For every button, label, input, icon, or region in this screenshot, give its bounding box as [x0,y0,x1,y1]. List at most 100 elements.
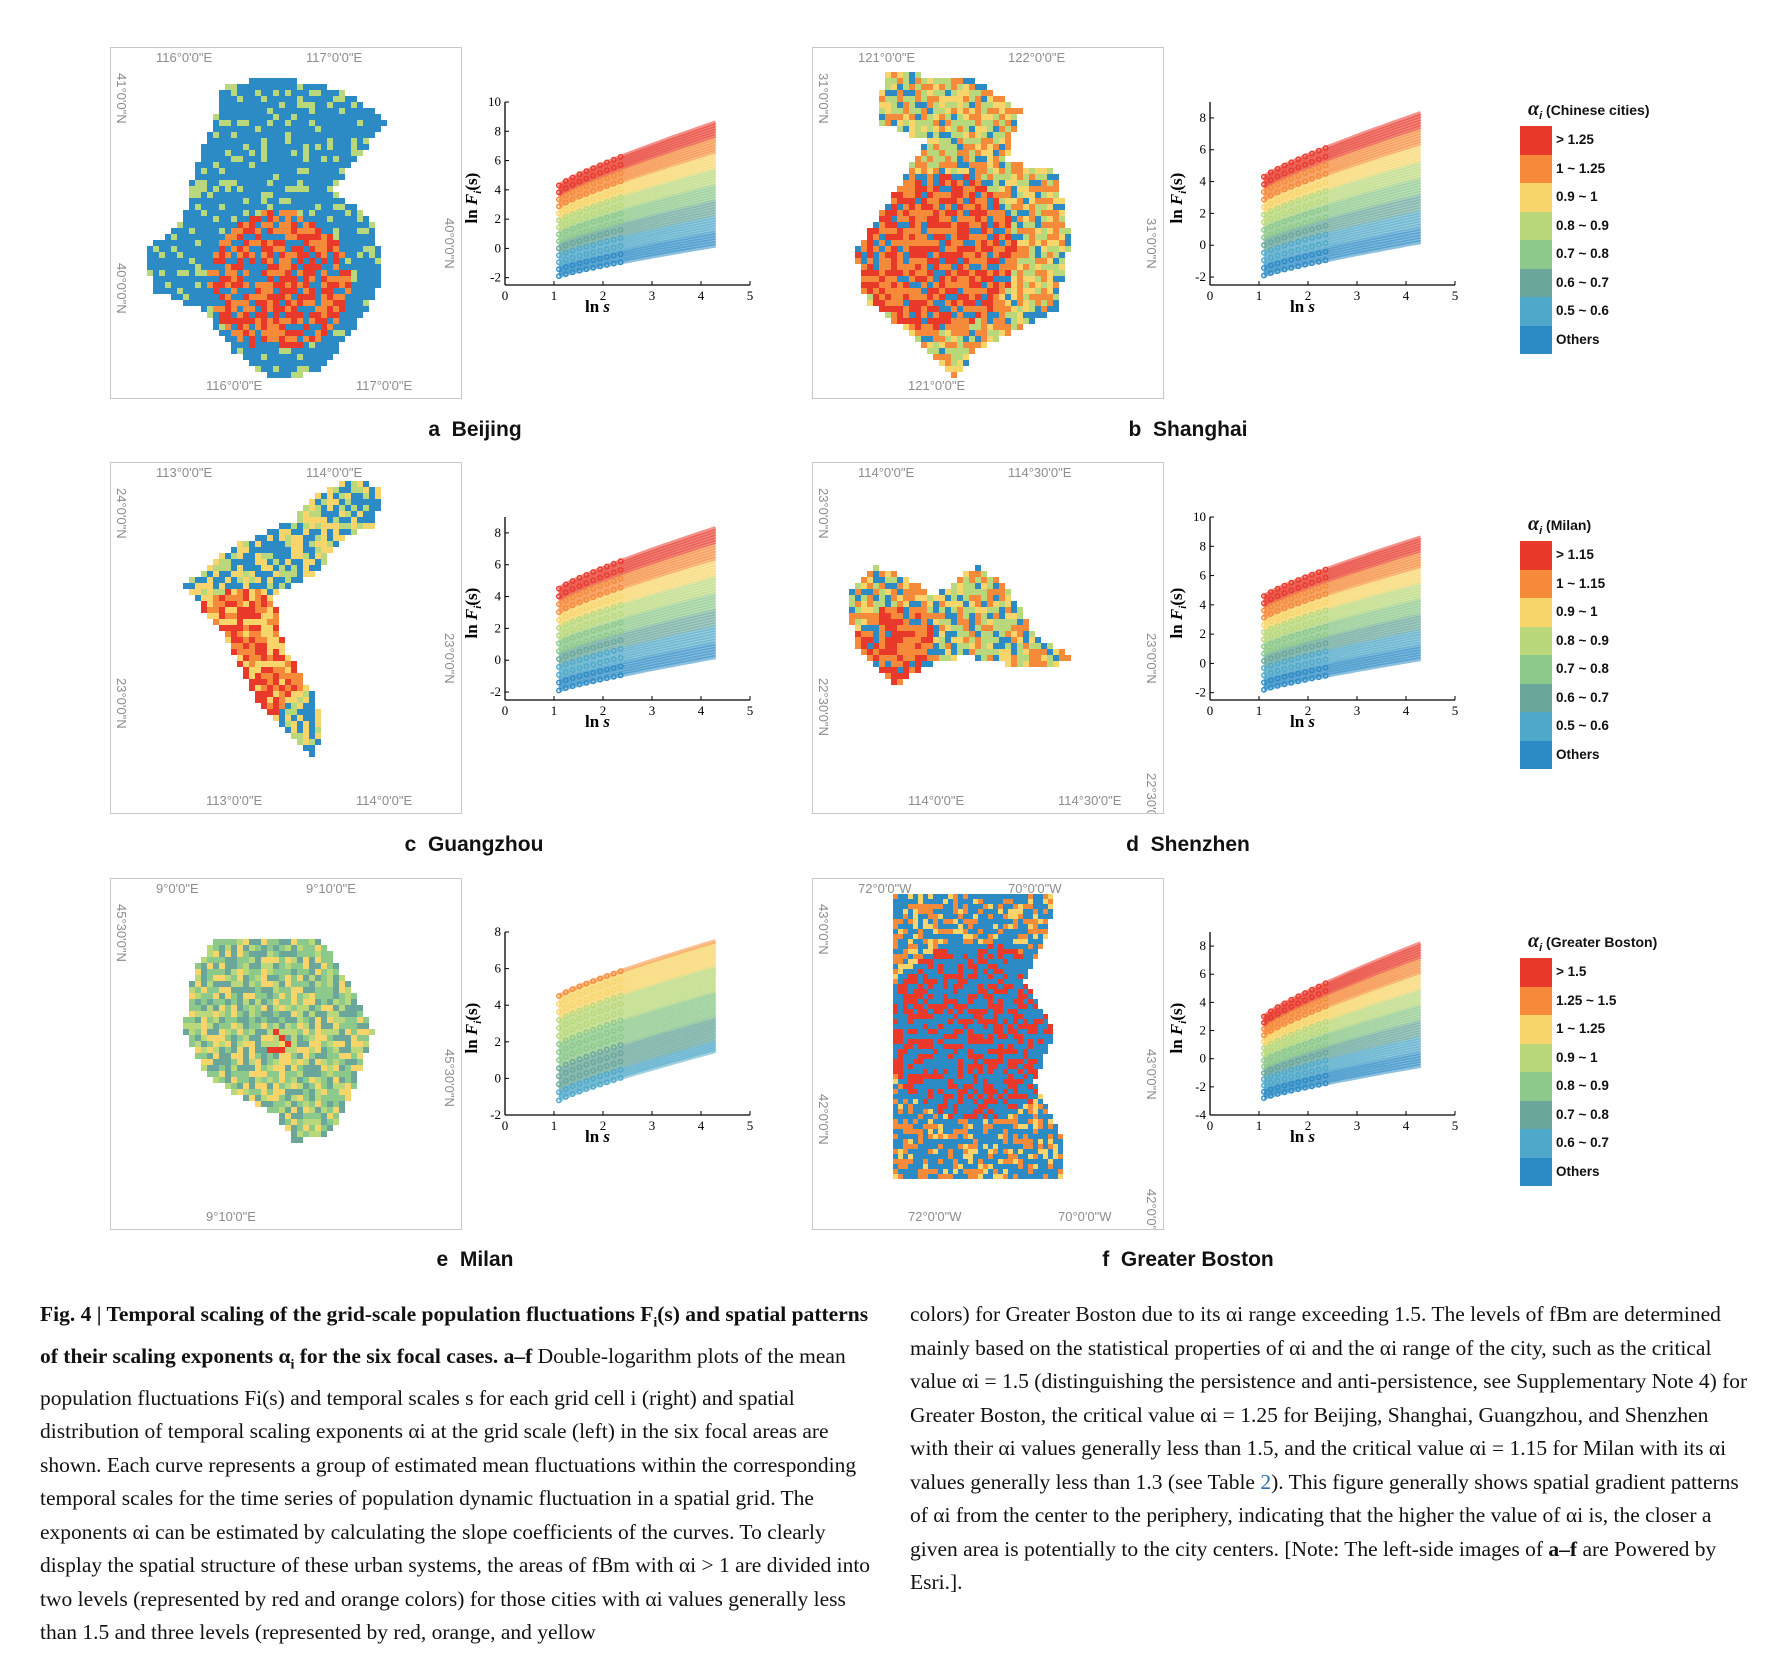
map-coord-left: 24°0'0"N [114,488,129,539]
data-point [1302,1055,1309,1062]
data-point [583,1037,590,1044]
y-tick-label: 0 [495,1070,502,1085]
data-point [617,178,624,185]
data-point [1322,988,1329,994]
data-point [569,1010,576,1017]
data-point [1322,1057,1329,1064]
data-point [590,627,597,634]
x-tick-label: 5 [1452,1118,1459,1133]
series-curves [556,120,717,280]
data-point [610,1011,617,1018]
data-point [1308,651,1315,658]
data-point [1302,236,1309,243]
data-point [1281,643,1288,650]
data-point [590,1010,597,1017]
data-point [583,228,590,235]
data-point [562,192,569,199]
data-point [590,678,597,685]
data-point [583,206,590,212]
y-tick-label: 4 [1200,597,1207,612]
x-tick-label: 5 [747,1118,754,1133]
data-point [569,602,576,609]
data-point [603,1014,610,1020]
map-coord-right: 40°0'0"N [442,218,457,269]
data-point [556,252,562,259]
data-point [1308,994,1315,1001]
data-point [1295,993,1302,1000]
legend-item: Others [1556,1163,1600,1179]
data-point [597,162,604,169]
data-point [1322,1080,1329,1087]
data-point [1274,268,1281,275]
data-point [1281,1075,1288,1082]
data-point [556,663,562,670]
data-point [603,238,610,245]
table-reference-link[interactable]: 2 [1260,1469,1272,1494]
data-point [1302,253,1309,260]
data-point [576,983,583,990]
data-point [583,183,590,190]
fluctuation-curve [557,120,717,188]
data-point [576,1007,583,1014]
data-point [590,1035,597,1041]
data-point [1295,1079,1302,1086]
map-coord-bottom: 114°30'0"E [1058,793,1122,808]
data-point [603,632,610,639]
data-point [603,191,610,197]
data-point [1302,1011,1309,1018]
x-tick-label: 0 [1207,1118,1214,1133]
y-tick-label: 6 [1200,966,1207,981]
data-point [617,162,624,168]
data-point [590,172,597,179]
fluctuation-curve [1263,204,1422,251]
data-point [1315,1036,1322,1043]
data-point [1281,1034,1288,1041]
x-tick-label: 2 [600,703,607,718]
data-point [1261,226,1267,233]
x-tick-label: 1 [551,1118,558,1133]
x-tick-label: 2 [1305,703,1312,718]
legend-swatch [1520,712,1552,741]
data-point [1274,228,1281,235]
data-point [617,984,624,991]
data-point [1315,199,1322,205]
data-point [590,218,597,225]
data-point [597,1065,604,1072]
data-point [1288,1073,1295,1080]
data-point [1261,1088,1267,1095]
data-point [1322,1042,1329,1048]
fluctuation-curve [558,644,717,684]
data-point [1267,192,1274,199]
data-point [617,1009,624,1016]
map-coord-left: 23°0'0"N [114,678,129,729]
panel-label-e: e Milan [436,1248,514,1271]
data-point [1302,161,1309,168]
data-point [603,1054,610,1061]
data-point [569,594,576,601]
data-point [1261,211,1267,218]
data-point [576,607,583,614]
data-point [597,634,604,641]
data-point [1288,1059,1295,1066]
data-point [1295,592,1302,599]
data-point [556,217,562,224]
data-point [1288,587,1295,594]
data-point [1308,1075,1315,1082]
data-point [603,183,610,190]
data-point [1295,1043,1302,1050]
data-point [617,646,624,652]
y-axis-label: ln Fi(s) [1167,1003,1189,1054]
data-point [1281,681,1288,688]
data-point [1274,667,1281,674]
data-point [1308,159,1315,165]
data-point [1274,1071,1281,1077]
data-point [610,1077,617,1084]
map-coord-bottom: 114°0'0"E [908,793,965,808]
data-point [583,638,590,645]
data-point [1281,202,1288,209]
data-point [556,679,562,686]
data-point [590,1075,597,1082]
data-point [597,975,604,982]
data-point [1302,170,1309,176]
data-point [1322,995,1329,1002]
